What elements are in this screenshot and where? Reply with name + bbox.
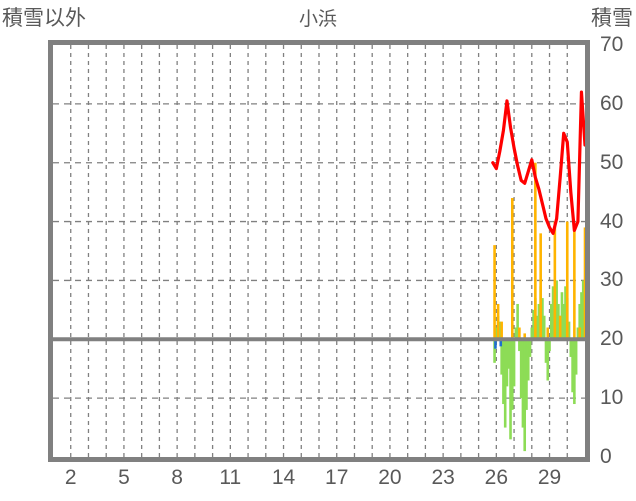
bar: [578, 327, 581, 340]
plot-svg: [53, 45, 585, 457]
bar: [502, 339, 505, 405]
bar: [499, 339, 503, 347]
bar: [571, 339, 574, 393]
bar: [576, 327, 580, 340]
bar: [500, 339, 503, 375]
bar: [542, 315, 546, 340]
xtick-label: 8: [171, 466, 183, 489]
series-降雪: [493, 162, 585, 340]
bar: [521, 339, 525, 428]
bar: [503, 339, 507, 428]
bar: [564, 286, 567, 340]
bar: [519, 339, 523, 399]
plot-frame: [48, 40, 590, 462]
bar: [512, 339, 516, 387]
bar: [565, 221, 569, 340]
bar: [539, 233, 542, 340]
ytick-label-right: 50: [600, 150, 624, 174]
bar: [562, 303, 566, 340]
bar: [578, 303, 581, 340]
bar: [526, 339, 530, 381]
bar: [518, 339, 521, 352]
bar: [523, 333, 527, 340]
bar: [560, 292, 564, 340]
bar: [567, 321, 571, 340]
bar: [510, 339, 514, 410]
right-axis-title: 積雪: [591, 7, 633, 30]
plot-area: [53, 45, 585, 457]
bar: [514, 327, 518, 340]
bar: [523, 339, 527, 452]
series-積雪以外: [493, 280, 585, 452]
bar: [544, 339, 548, 363]
ytick-label-right: 70: [600, 33, 624, 56]
bar: [505, 339, 509, 387]
bar: [583, 227, 585, 340]
bar: [518, 327, 521, 340]
ytick-label-right: 30: [600, 268, 624, 292]
xtick-label: 23: [431, 466, 455, 489]
bar: [548, 339, 551, 352]
bar: [580, 292, 583, 340]
bar: [557, 303, 560, 340]
bar: [546, 339, 550, 381]
bar: [528, 339, 532, 357]
ytick-label-right: 60: [600, 91, 624, 115]
bar: [494, 339, 497, 349]
bar: [532, 309, 535, 340]
ytick-label-right: 20: [600, 327, 624, 351]
bar: [581, 280, 585, 340]
bar: [569, 339, 573, 357]
bar: [555, 280, 558, 340]
xtick-label: 5: [118, 466, 130, 489]
xtick-label: 17: [325, 466, 349, 489]
bar: [541, 298, 544, 340]
bar: [500, 321, 503, 340]
bar: [525, 339, 528, 410]
bar: [530, 327, 534, 340]
bar: [546, 327, 550, 340]
bar: [574, 339, 578, 375]
xtick-label: 2: [64, 466, 77, 489]
bar: [550, 303, 553, 340]
bar: [516, 303, 519, 340]
chart-title: 小浜: [298, 9, 337, 30]
bar: [510, 198, 514, 340]
bar: [573, 339, 576, 405]
bar: [553, 221, 557, 340]
bar: [496, 303, 500, 340]
bar: [535, 315, 539, 340]
bar: [493, 339, 496, 363]
bar: [507, 339, 511, 369]
ytick-label-right: 10: [600, 386, 624, 410]
xtick-label: 14: [271, 466, 296, 489]
bar: [509, 339, 512, 440]
ytick-label-right: 40: [600, 209, 624, 233]
bar: [558, 315, 562, 340]
bar: [534, 162, 537, 340]
bar: [551, 286, 555, 340]
xtick-label: 26: [484, 466, 509, 489]
left-axis-title: 積雪以外: [2, 7, 86, 30]
series-積雪: [491, 90, 585, 235]
bar: [493, 245, 496, 340]
bar: [573, 227, 576, 340]
bar: [495, 327, 498, 340]
xtick-label: 29: [537, 466, 562, 489]
bar: [537, 303, 541, 340]
xtick-label: 20: [378, 466, 402, 489]
series-低温: [494, 339, 503, 349]
ytick-label-right: 0: [600, 445, 612, 468]
bar: [498, 321, 502, 340]
xtick-label: 11: [219, 466, 242, 489]
